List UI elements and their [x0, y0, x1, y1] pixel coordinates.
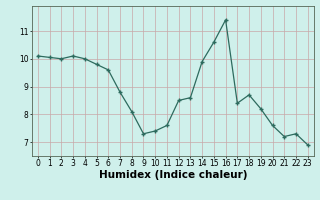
X-axis label: Humidex (Indice chaleur): Humidex (Indice chaleur) [99, 170, 247, 180]
